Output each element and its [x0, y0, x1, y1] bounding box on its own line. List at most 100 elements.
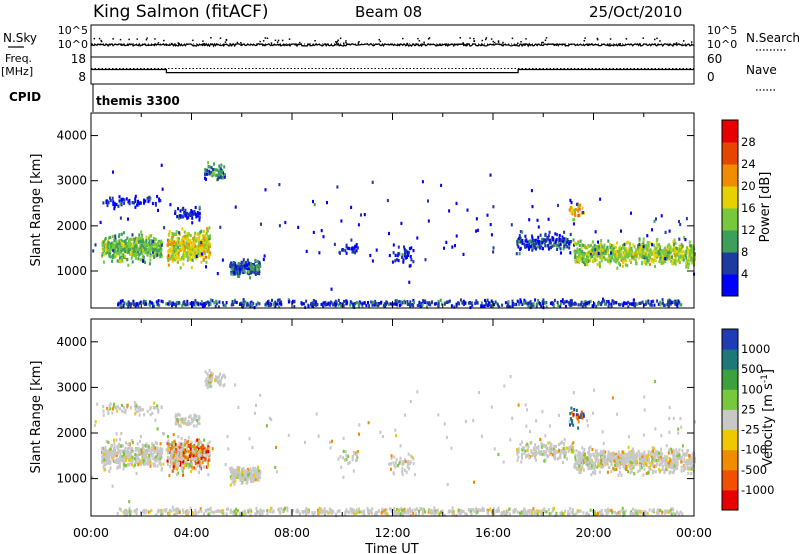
- data-cell: [144, 444, 147, 448]
- data-cell: [558, 245, 561, 249]
- data-cell: [148, 238, 151, 242]
- data-cell: [104, 237, 107, 241]
- data-cell: [561, 300, 564, 304]
- data-cell: [172, 433, 175, 437]
- data-cell: [150, 234, 153, 238]
- data-cell: [134, 199, 137, 203]
- data-cell: [408, 247, 411, 251]
- data-cell: [531, 248, 534, 252]
- data-cell: [566, 245, 569, 249]
- data-cell: [103, 458, 106, 462]
- data-cell: [152, 302, 155, 306]
- data-cell: [560, 239, 562, 243]
- data-cell: [616, 241, 618, 245]
- data-cell: [586, 451, 589, 455]
- data-cell: [678, 456, 681, 460]
- data-cell: [329, 300, 332, 304]
- data-cell: [369, 253, 372, 258]
- data-cell: [574, 255, 577, 259]
- data-cell: [554, 232, 557, 236]
- data-cell: [618, 250, 621, 254]
- noise-search-label: N.Search: [746, 31, 800, 45]
- data-cell: [179, 417, 182, 421]
- data-cell: [427, 219, 430, 223]
- data-cell: [557, 243, 560, 247]
- data-cell: [126, 242, 129, 246]
- data-cell: [501, 303, 504, 307]
- data-cell: [126, 258, 129, 262]
- data-cell: [185, 459, 188, 463]
- data-cell: [219, 380, 222, 384]
- data-cell: [492, 246, 495, 250]
- data-cell: [135, 404, 138, 408]
- data-cell: [188, 444, 191, 448]
- noise-search-dot: [427, 38, 430, 40]
- data-cell: [627, 255, 630, 259]
- data-cell: [265, 303, 268, 307]
- data-cell: [254, 478, 257, 482]
- data-cell: [639, 252, 642, 256]
- data-cell: [225, 301, 228, 305]
- data-cell: [619, 254, 622, 258]
- data-cell: [145, 235, 148, 239]
- data-cell: [193, 250, 196, 254]
- data-cell: [122, 249, 125, 253]
- data-cell: [531, 205, 534, 209]
- data-cell: [200, 445, 203, 450]
- data-cell: [195, 445, 198, 449]
- data-cell: [148, 448, 151, 452]
- noise-search-dot: [336, 40, 339, 43]
- data-cell: [562, 239, 564, 243]
- data-cell: [171, 441, 174, 445]
- data-cell: [148, 195, 151, 199]
- data-cell: [118, 465, 121, 469]
- data-cell: [608, 254, 611, 258]
- data-cell: [125, 302, 128, 306]
- data-cell: [416, 236, 419, 240]
- data-cell: [197, 460, 200, 464]
- data-cell: [111, 411, 114, 415]
- data-cell: [361, 305, 364, 309]
- data-cell: [153, 458, 156, 462]
- data-cell: [143, 201, 145, 205]
- data-cell: [220, 163, 223, 167]
- data-cell: [643, 252, 646, 256]
- data-cell: [172, 443, 175, 447]
- data-cell: [134, 253, 137, 257]
- noise-search-dot: [100, 39, 102, 42]
- data-cell: [563, 442, 566, 446]
- data-cell: [462, 252, 465, 256]
- data-cell: [490, 233, 493, 237]
- data-cell: [229, 466, 232, 470]
- data-cell: [116, 460, 119, 465]
- data-cell: [169, 242, 172, 246]
- data-cell: [135, 236, 137, 240]
- data-cell: [526, 243, 528, 248]
- data-cell: [610, 244, 613, 248]
- data-cell: [674, 241, 677, 245]
- date-label: 25/Oct/2010: [589, 3, 682, 21]
- data-cell: [576, 247, 579, 251]
- data-cell: [234, 265, 237, 269]
- data-cell: [380, 300, 383, 304]
- data-cell: [664, 246, 667, 250]
- data-cell: [574, 207, 577, 212]
- data-cell: [113, 201, 116, 205]
- data-cell: [200, 463, 203, 467]
- data-cell: [109, 450, 112, 454]
- data-cell: [531, 234, 533, 238]
- data-cell: [156, 194, 159, 199]
- data-cell: [578, 461, 581, 465]
- data-cell: [401, 460, 404, 464]
- data-cell: [623, 246, 626, 250]
- data-cell: [666, 303, 669, 307]
- data-cell: [326, 201, 328, 205]
- data-cell: [246, 264, 248, 268]
- data-cell: [155, 459, 158, 463]
- data-cell: [548, 449, 551, 453]
- data-cell: [174, 449, 177, 453]
- data-cell: [437, 300, 440, 304]
- data-cell: [406, 460, 409, 464]
- data-cell: [241, 261, 244, 265]
- data-cell: [102, 404, 105, 409]
